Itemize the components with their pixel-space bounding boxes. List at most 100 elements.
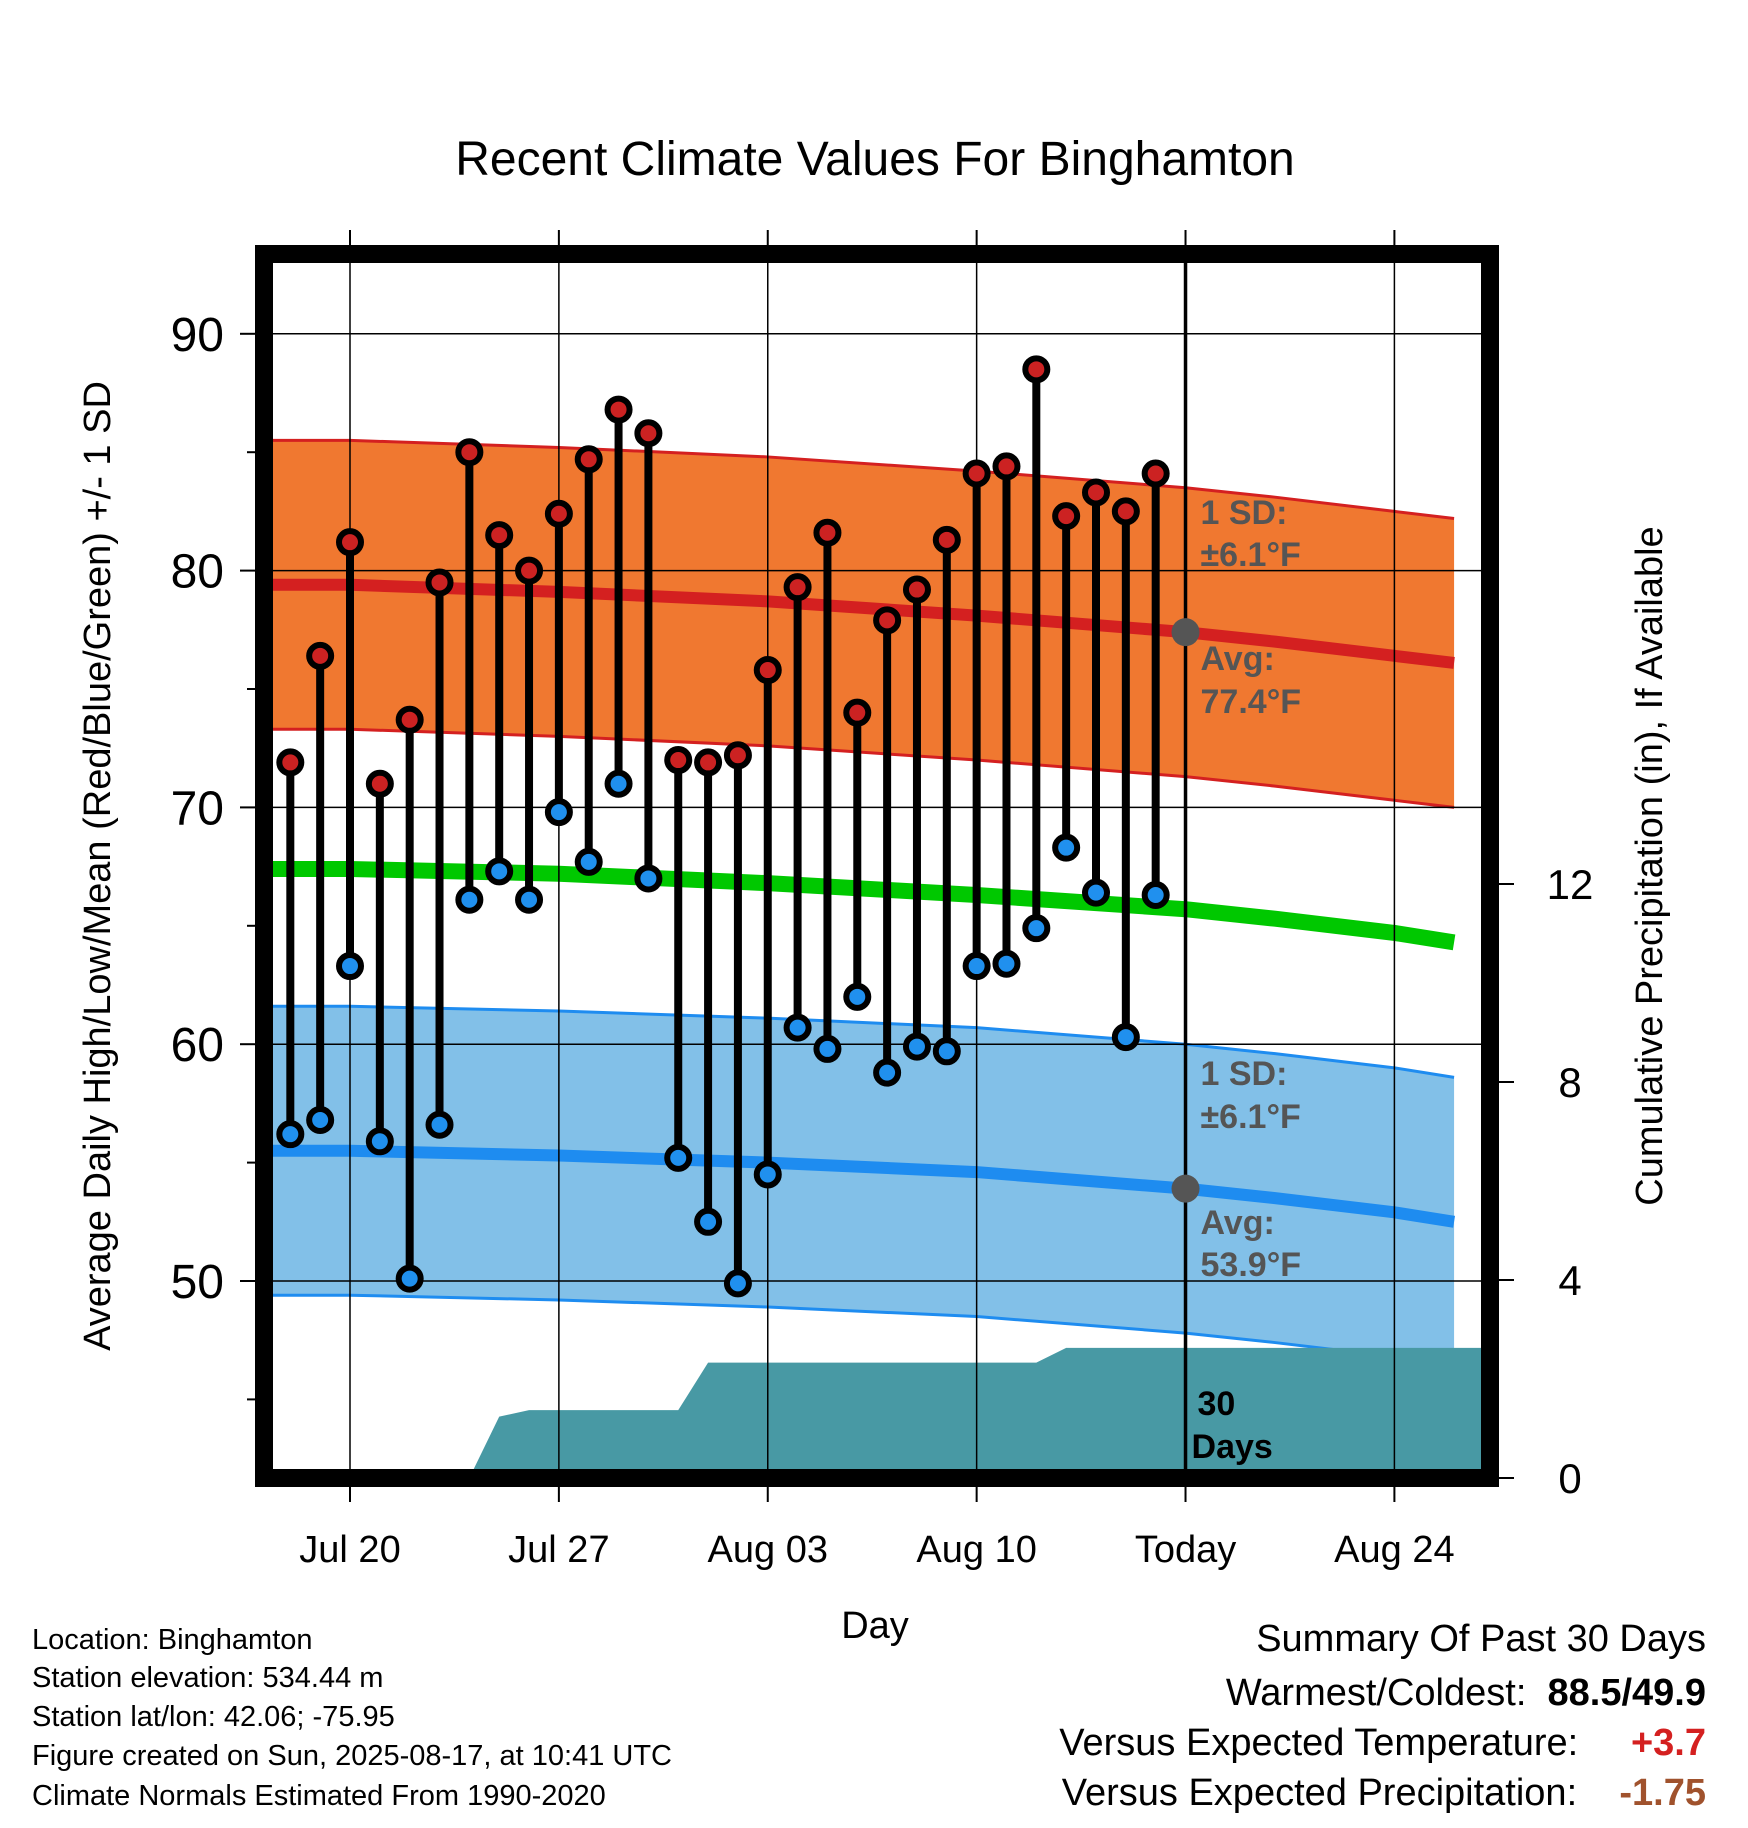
daily-high-marker	[813, 518, 842, 547]
high-avg-value: 77.4°F	[1201, 683, 1302, 721]
today-high-avg-marker	[1171, 618, 1200, 647]
today-low-avg-marker	[1171, 1174, 1200, 1203]
daily-low-marker	[783, 1013, 812, 1042]
daily-low-marker	[634, 864, 663, 893]
daily-low-marker	[1082, 878, 1110, 907]
y-tick-label: 80	[171, 546, 224, 599]
daily-low-marker	[515, 885, 544, 914]
summary-heading: Summary Of Past 30 Days	[1256, 1618, 1706, 1660]
daily-low-marker	[813, 1034, 842, 1063]
daily-low-marker	[1022, 914, 1051, 943]
daily-high-marker	[604, 395, 633, 424]
daily-low-marker	[873, 1058, 902, 1087]
daily-low-marker	[365, 1127, 394, 1156]
x-tick-label: Aug 24	[1334, 1529, 1454, 1571]
y2-axis-label: Cumulative Precipitation (in), If Availa…	[1629, 526, 1671, 1205]
daily-high-marker	[1111, 497, 1140, 526]
daily-high-marker	[574, 445, 603, 474]
normals-text: Climate Normals Estimated From 1990-2020	[32, 1780, 606, 1812]
daily-low-marker	[902, 1032, 931, 1061]
daily-low-marker	[932, 1037, 961, 1066]
daily-high-marker	[395, 705, 424, 734]
daily-points	[276, 355, 1170, 1298]
daily-low-marker	[574, 847, 603, 876]
daily-high-marker	[1082, 478, 1110, 507]
daily-high-marker	[753, 656, 782, 685]
plot-area	[264, 254, 1490, 1478]
daily-high-marker	[1141, 459, 1170, 488]
y2-tick-label: 8	[1558, 1059, 1581, 1106]
y2-tick-label: 12	[1547, 861, 1594, 908]
y2-tick-label: 0	[1558, 1455, 1581, 1502]
x-tick-label: Jul 27	[508, 1529, 609, 1571]
temp-row: Versus Expected Temperature: +3.7	[1059, 1722, 1706, 1765]
daily-low-marker	[962, 952, 991, 981]
low-avg-value: 53.9°F	[1201, 1246, 1302, 1284]
y2-tick-label: 4	[1558, 1257, 1581, 1304]
annotations: 1 SD: ±6.1°F Avg: 77.4°F 1 SD: ±6.1°F Avg: 53.9…	[1192, 494, 1302, 1466]
axes: 50 60 70 80 90 0 4 8 12 Jul 20 Jul 27 Aug 03 Aug 10 T…	[171, 230, 1594, 1571]
daily-high-marker	[276, 748, 305, 777]
warm-cold-row: Warmest/Coldest: 88.5/49.9	[1226, 1672, 1706, 1715]
daily-high-marker	[992, 452, 1021, 481]
daily-high-marker	[515, 556, 544, 585]
daily-high-marker	[664, 746, 693, 775]
window-label-number: 30	[1198, 1385, 1236, 1423]
daily-high-marker	[1052, 502, 1081, 531]
low-sd-label: 1 SD:	[1201, 1055, 1288, 1093]
daily-low-marker	[1141, 881, 1170, 910]
plot-frame	[255, 245, 1499, 1487]
y-tick-label: 70	[171, 782, 224, 835]
daily-high-marker	[336, 528, 364, 557]
daily-high-marker	[783, 573, 812, 602]
daily-low-marker	[544, 798, 573, 827]
created-text: Figure created on Sun, 2025-08-17, at 10…	[32, 1740, 672, 1772]
daily-low-marker	[276, 1120, 305, 1149]
high-sd-label: 1 SD:	[1201, 494, 1288, 532]
elevation-text: Station elevation: 534.44 m	[32, 1662, 384, 1694]
y-tick-label: 50	[171, 1256, 224, 1309]
daily-high-marker	[694, 748, 723, 777]
x-axis-label: Day	[841, 1605, 909, 1647]
daily-low-marker	[455, 885, 484, 914]
warm-cold-label: Warmest/Coldest:	[1225, 1672, 1527, 1714]
daily-low-marker	[1052, 833, 1081, 862]
window-label-days: Days	[1192, 1428, 1273, 1466]
daily-high-marker	[634, 419, 663, 448]
y-tick-label: 60	[171, 1019, 224, 1072]
y-tick-label: 90	[171, 309, 224, 362]
chart-title: Recent Climate Values For Binghamton	[455, 133, 1295, 186]
high-avg-label: Avg:	[1201, 640, 1275, 678]
daily-low-marker	[694, 1207, 723, 1236]
daily-low-marker	[336, 952, 364, 981]
location-text: Location: Binghamton	[32, 1624, 313, 1656]
low-sd-value: ±6.1°F	[1201, 1098, 1301, 1136]
daily-high-marker	[425, 568, 454, 597]
daily-low-marker	[604, 769, 633, 798]
daily-low-marker	[485, 857, 514, 886]
daily-high-marker	[962, 459, 991, 488]
x-tick-label: Aug 10	[916, 1529, 1036, 1571]
daily-low-marker	[664, 1143, 693, 1172]
y-axis-label: Average Daily High/Low/Mean (Red/Blue/Gr…	[77, 381, 119, 1351]
daily-high-marker	[843, 698, 872, 727]
daily-low-marker	[1111, 1023, 1140, 1052]
daily-high-marker	[455, 438, 484, 467]
warm-cold-value: 88.5/49.9	[1547, 1672, 1706, 1714]
daily-low-marker	[843, 982, 872, 1011]
x-tick-label: Today	[1135, 1529, 1236, 1571]
daily-high-marker	[902, 575, 931, 604]
daily-high-marker	[544, 499, 573, 528]
x-tick-label: Aug 03	[708, 1529, 828, 1571]
daily-high-marker	[365, 769, 394, 798]
latlon-text: Station lat/lon: 42.06; -75.95	[32, 1701, 395, 1733]
x-tick-label: Jul 20	[299, 1529, 400, 1571]
daily-low-marker	[425, 1110, 454, 1139]
daily-low-marker	[992, 949, 1021, 978]
precip-value: -1.75	[1619, 1772, 1706, 1814]
precip-label: Versus Expected Precipitation:	[1061, 1772, 1578, 1814]
low-avg-label: Avg:	[1201, 1204, 1275, 1242]
daily-low-marker	[753, 1160, 782, 1189]
low-sd-band	[264, 1006, 1455, 1367]
